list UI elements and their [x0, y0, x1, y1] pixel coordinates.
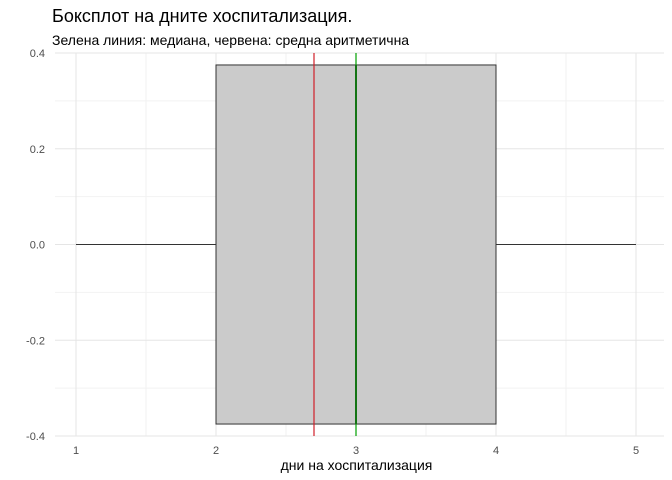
x-tick-label: 3 [353, 445, 359, 457]
y-tick-label: 0.0 [30, 240, 45, 252]
x-axis-label: дни на хоспитализация [281, 457, 433, 473]
x-tick-label: 2 [213, 445, 219, 457]
y-tick-label: -0.4 [26, 431, 45, 443]
chart-subtitle: Зелена линия: медиана, червена: средна а… [52, 32, 410, 48]
y-tick-label: 0.4 [30, 48, 45, 60]
y-tick-label: 0.2 [30, 144, 45, 156]
x-tick-label: 1 [73, 445, 79, 457]
chart-title: Боксплот на дните хоспитализация. [52, 6, 353, 26]
y-tick-label: -0.2 [26, 335, 45, 347]
x-tick-label: 4 [493, 445, 499, 457]
x-tick-label: 5 [633, 445, 639, 457]
